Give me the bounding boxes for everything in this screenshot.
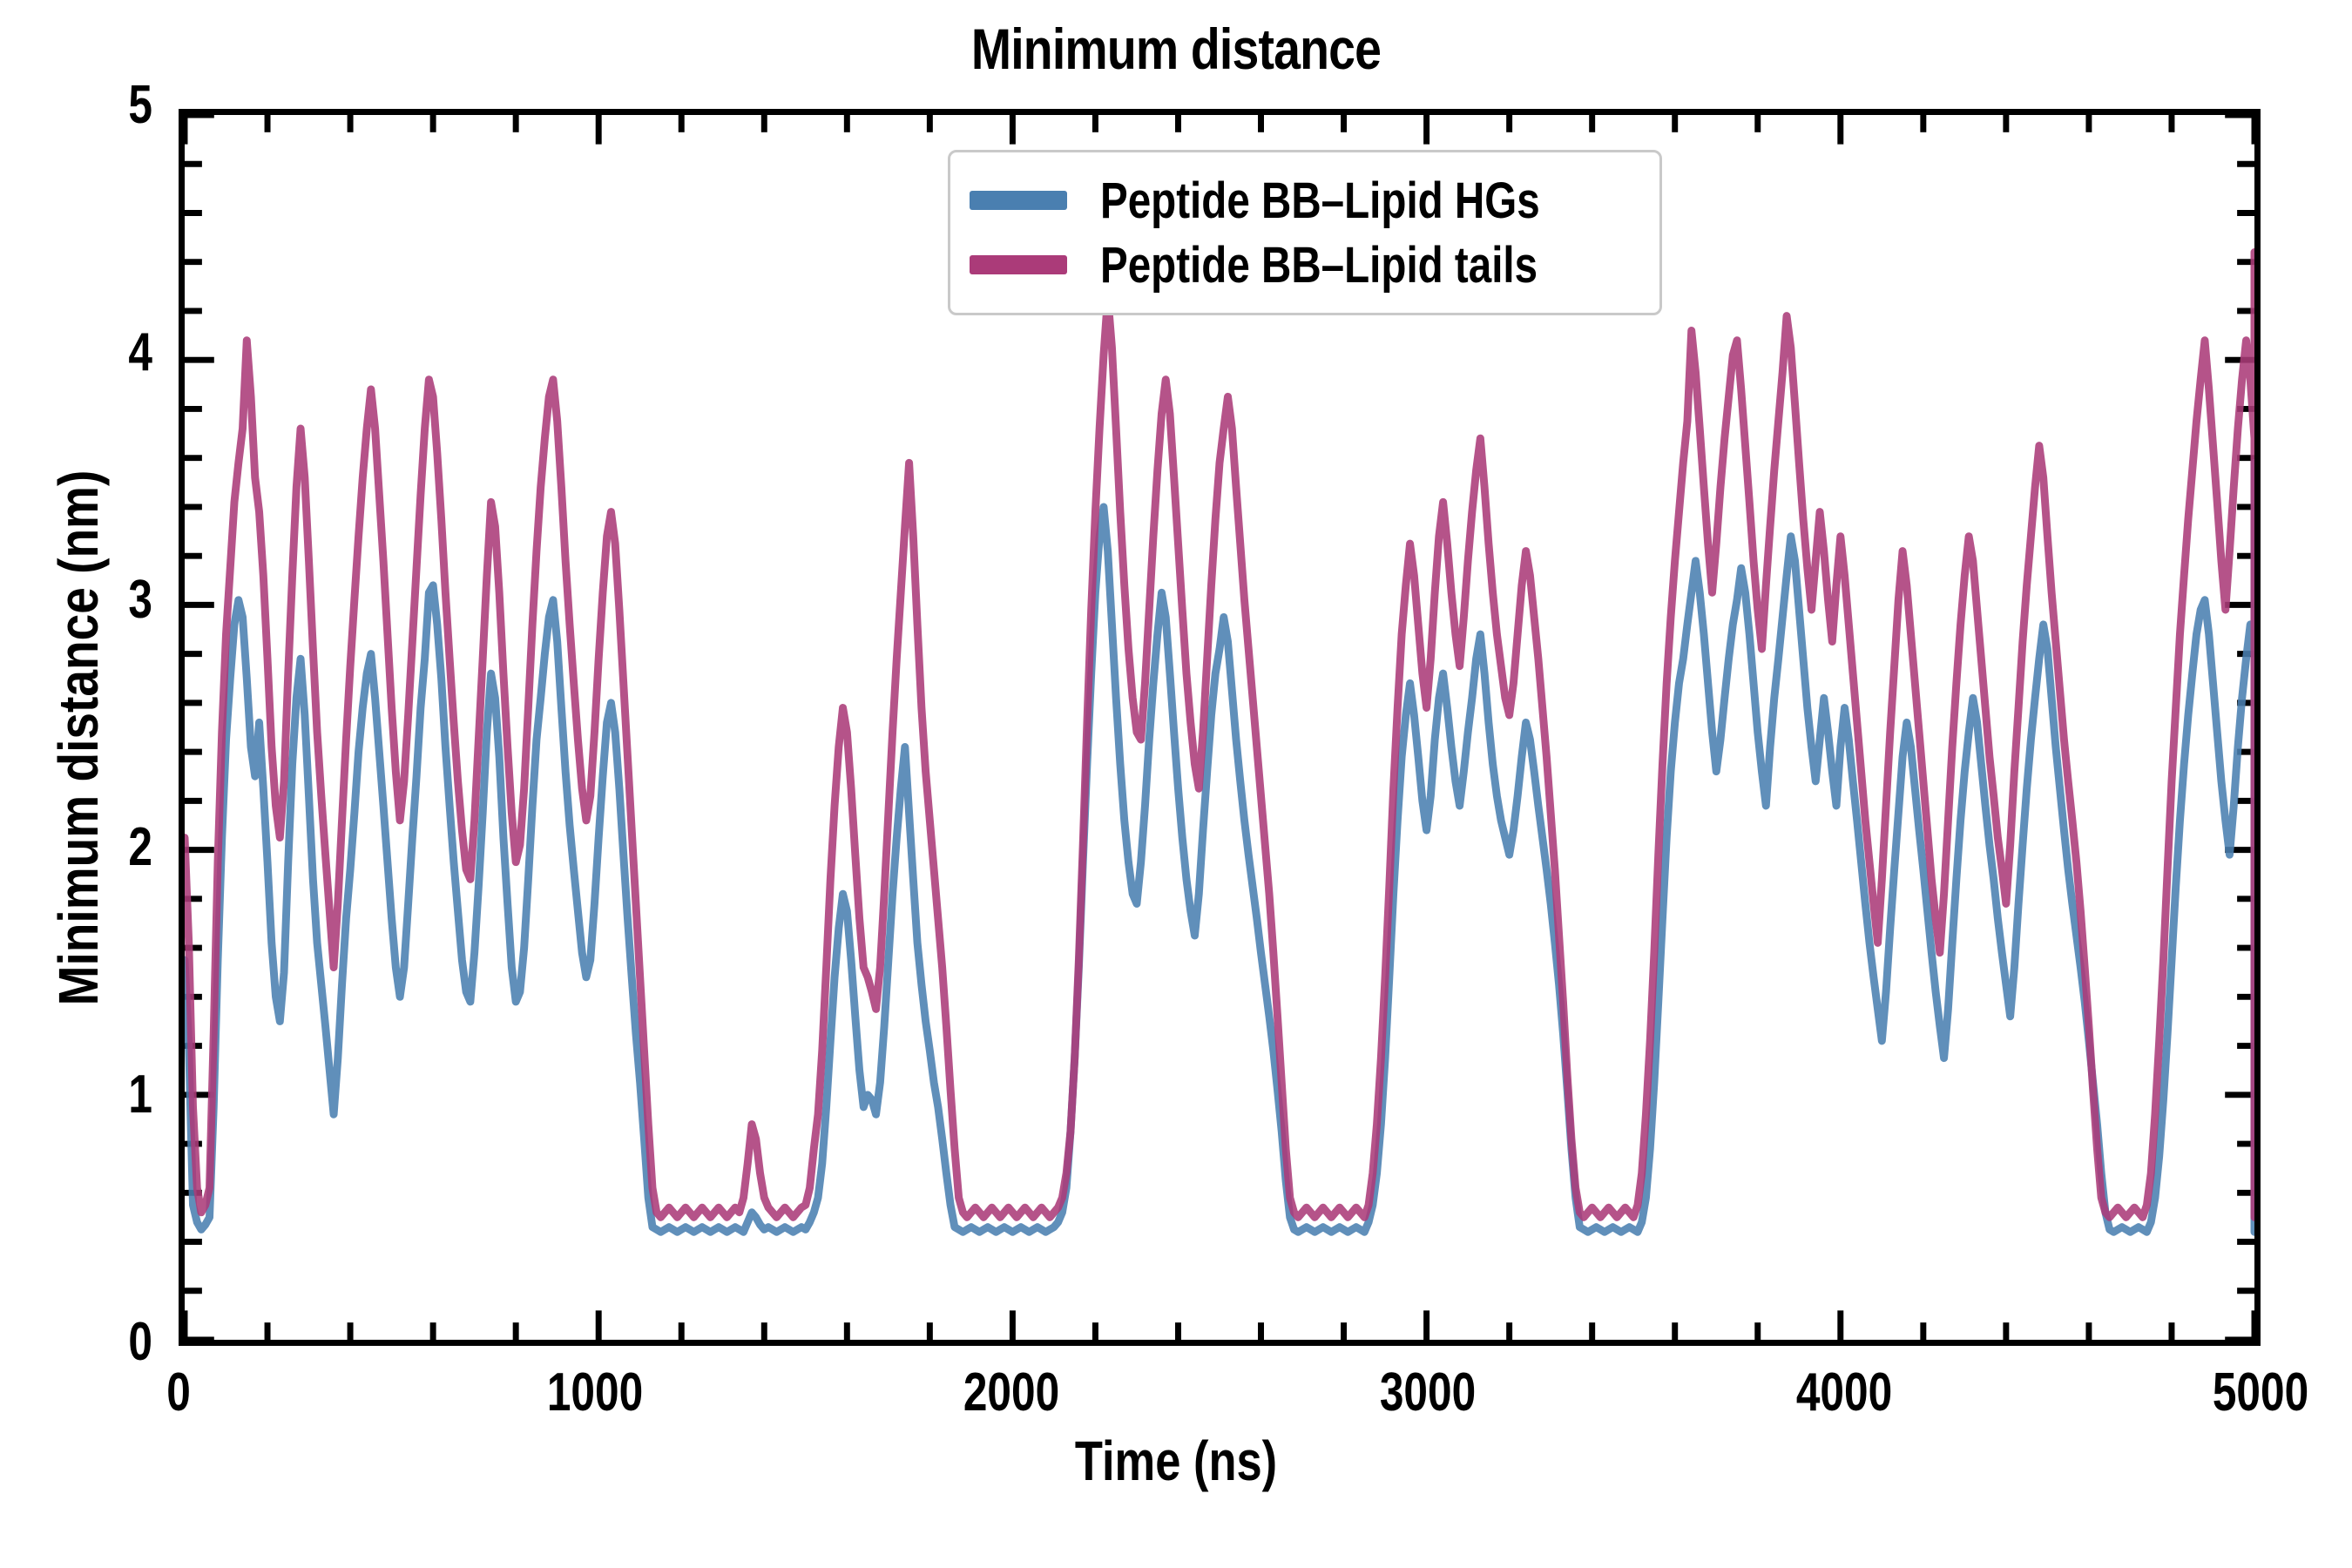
chart-title: Minimum distance — [970, 17, 1382, 81]
legend-item-2[interactable]: Peptide BB–Lipid tails — [970, 233, 1637, 297]
x-tick-label: 3000 — [1379, 1362, 1477, 1423]
plot-svg — [185, 115, 2254, 1340]
y-tick-label: 1 — [128, 1064, 152, 1125]
legend-item-1[interactable]: Peptide BB–Lipid HGs — [970, 168, 1637, 233]
y-tick-label: 3 — [128, 570, 152, 630]
y-axis-title: Minimum distance (nm) — [47, 470, 110, 1006]
y-tick-label: 4 — [128, 322, 152, 382]
series-line-2 — [185, 248, 2254, 1221]
y-tick-label: 5 — [128, 75, 152, 135]
legend-label: Peptide BB–Lipid tails — [1100, 236, 1538, 294]
y-tick-label: 2 — [128, 817, 152, 877]
x-tick-label: 4000 — [1795, 1362, 1893, 1423]
legend-swatch-icon — [970, 255, 1067, 274]
x-tick-label: 2000 — [963, 1362, 1060, 1423]
legend-label: Peptide BB–Lipid HGs — [1100, 172, 1540, 229]
x-tick-label: 0 — [166, 1362, 191, 1423]
x-axis-title: Time (ns) — [1074, 1429, 1278, 1492]
chart-legend[interactable]: Peptide BB–Lipid HGs Peptide BB–Lipid tai… — [948, 150, 1662, 315]
y-tick-label: 0 — [128, 1312, 152, 1372]
series-layer — [185, 248, 2254, 1236]
legend-swatch-icon — [970, 191, 1067, 210]
x-tick-label: 5000 — [2212, 1362, 2309, 1423]
x-tick-label: 1000 — [546, 1362, 644, 1423]
